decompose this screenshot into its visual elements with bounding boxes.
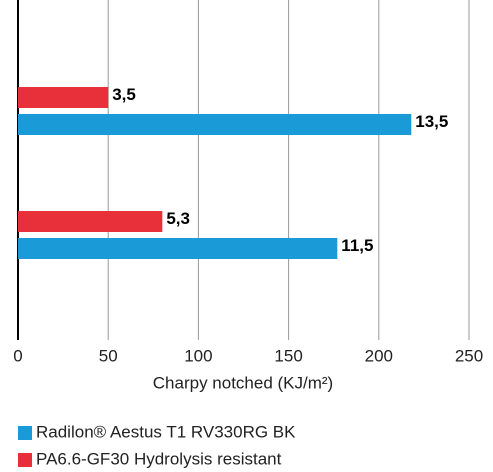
x-tick-label: 50 <box>99 346 118 365</box>
bar <box>18 211 163 232</box>
x-tick-label: 200 <box>365 346 393 365</box>
x-tick-label: 0 <box>13 346 22 365</box>
legend-label: Radilon® Aestus T1 RV330RG BK <box>36 422 296 441</box>
legend-label: PA6.6-GF30 Hydrolysis resistant <box>36 449 282 468</box>
data-label: 11,5 <box>341 236 373 255</box>
legend-swatch <box>18 453 32 467</box>
data-label: 13,5 <box>415 112 448 131</box>
x-tick-label: 150 <box>274 346 302 365</box>
legend-swatch <box>18 426 32 440</box>
bar <box>18 114 412 135</box>
bar <box>18 87 109 108</box>
bar <box>18 238 338 259</box>
data-label: 5,3 <box>166 209 190 228</box>
x-axis-label: Charpy notched (KJ/m²) <box>153 373 333 392</box>
x-tick-label: 250 <box>455 346 483 365</box>
x-tick-label: 100 <box>184 346 212 365</box>
data-label: 3,5 <box>112 85 136 104</box>
